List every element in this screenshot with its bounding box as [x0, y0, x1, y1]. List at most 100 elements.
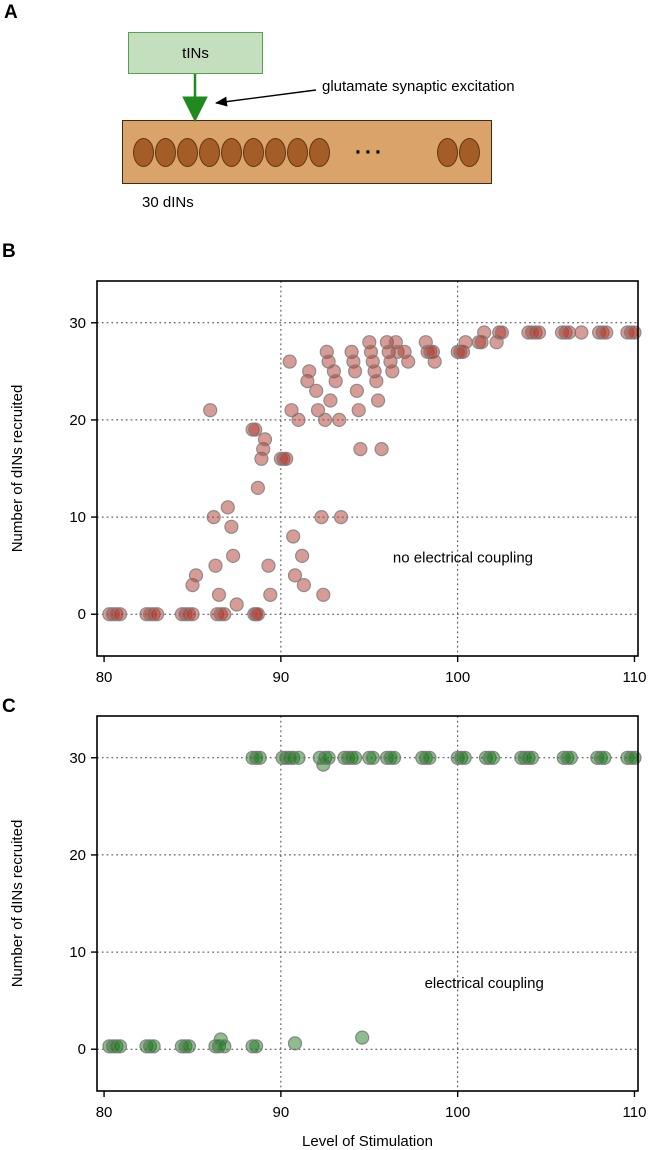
data-point	[146, 1039, 161, 1054]
data-point	[282, 354, 297, 369]
data-point	[252, 750, 267, 765]
ellipsis-dots: ···	[355, 140, 385, 164]
data-point	[494, 325, 509, 340]
data-point	[563, 750, 578, 765]
plot-border	[96, 715, 639, 1092]
y-tick-label: 20	[69, 847, 86, 864]
data-point	[477, 325, 492, 340]
data-point	[323, 393, 338, 408]
din-neuron-oval	[133, 137, 154, 167]
scatter-plot-no-coupling: 80 90 100 110 0 10 20 30 no electrical coupling N…	[9, 280, 647, 686]
synapse-triangle-icon	[182, 96, 208, 123]
annotation-text: electrical coupling	[425, 975, 544, 992]
din-neuron-oval	[437, 137, 458, 167]
annotation-text: no electrical coupling	[393, 550, 533, 567]
y-tick-label: 20	[69, 412, 86, 429]
data-point	[226, 548, 241, 563]
data-point	[599, 325, 614, 340]
data-point	[150, 607, 165, 622]
data-point	[374, 442, 389, 457]
data-point	[531, 325, 547, 340]
data-point	[249, 1039, 264, 1054]
data-point	[279, 451, 294, 466]
data-point	[291, 412, 306, 427]
data-point	[295, 548, 310, 563]
data-point	[248, 422, 263, 437]
data-point	[185, 607, 200, 622]
data-point	[349, 383, 364, 398]
data-point	[208, 558, 223, 573]
data-point	[597, 750, 612, 765]
din-neuron-oval	[221, 137, 242, 167]
x-tick-label: 110	[623, 1104, 647, 1121]
x-tick-label: 80	[96, 669, 113, 686]
data-point	[385, 364, 400, 379]
arrow-icon	[215, 89, 317, 107]
tins-label: tINs	[182, 44, 209, 62]
panel-c-label: C	[2, 696, 16, 717]
data-point	[386, 750, 402, 765]
din-neuron-oval	[177, 137, 198, 167]
data-point	[401, 354, 416, 369]
din-neuron-oval	[243, 137, 264, 167]
data-point	[427, 354, 442, 369]
data-point	[561, 325, 577, 340]
y-tick-label: 30	[69, 315, 86, 332]
data-point	[188, 568, 204, 583]
x-tick-label: 90	[273, 1104, 290, 1121]
plot-border	[96, 280, 639, 657]
data-point	[296, 578, 311, 593]
y-axis-title: Number of dINs recruited	[9, 820, 26, 988]
data-point	[332, 412, 347, 427]
y-axis-title: Number of dINs recruited	[9, 385, 26, 553]
data-point	[369, 373, 384, 389]
data-point	[316, 587, 331, 602]
x-tick-label: 110	[623, 669, 647, 686]
data-point	[261, 558, 276, 573]
data-point	[321, 750, 336, 765]
data-point	[284, 403, 299, 418]
x-axis-title: Level of Stimulation	[302, 1133, 433, 1150]
data-point	[310, 403, 326, 418]
data-point	[257, 432, 273, 447]
data-point	[250, 480, 265, 495]
data-point	[485, 750, 501, 765]
data-point	[371, 393, 386, 408]
data-point	[250, 607, 265, 622]
din-neuron-oval	[287, 137, 308, 167]
din-neuron-oval	[199, 137, 220, 167]
data-point	[574, 325, 589, 340]
data-point	[229, 597, 244, 612]
data-point	[203, 403, 218, 418]
data-point	[627, 325, 642, 340]
y-tick-label: 10	[69, 944, 86, 961]
data-point	[287, 1036, 303, 1051]
din-neurons-left	[133, 137, 331, 167]
x-tick-label: 90	[273, 669, 290, 686]
y-tick-label: 10	[69, 509, 86, 526]
panel-a-label: A	[4, 2, 18, 23]
data-point	[351, 403, 366, 418]
din-neuron-oval	[155, 137, 176, 167]
data-point	[314, 510, 329, 525]
data-point	[112, 607, 128, 622]
data-point	[206, 510, 221, 525]
data-point	[112, 1039, 128, 1054]
din-neuron-oval	[309, 137, 330, 167]
dins-count-label: 30 dINs	[142, 194, 194, 211]
data-point	[328, 373, 343, 389]
x-tick-label: 100	[445, 1104, 470, 1121]
panel-b-label: B	[2, 241, 16, 262]
data-point	[365, 750, 380, 765]
synapse-diagram	[182, 74, 317, 123]
data-point	[524, 750, 540, 765]
data-point	[333, 510, 349, 525]
data-point	[309, 383, 324, 398]
data-point	[287, 568, 303, 583]
data-point	[422, 750, 437, 765]
y-tick-label: 30	[69, 750, 86, 767]
data-point	[355, 1030, 370, 1045]
data-point	[353, 442, 368, 457]
data-point	[211, 587, 227, 602]
